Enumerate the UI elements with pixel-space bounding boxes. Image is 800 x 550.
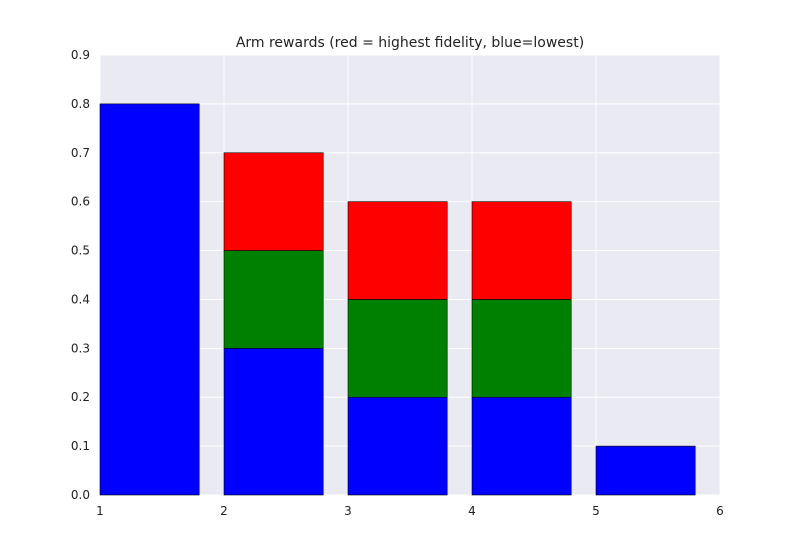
y-tick-label: 0.5 <box>71 244 90 258</box>
y-tick-label: 0.0 <box>71 488 90 502</box>
bars <box>99 103 696 496</box>
chart-title: Arm rewards (red = highest fidelity, blu… <box>236 35 584 51</box>
bar-segment-series-0-bar-1 <box>223 348 324 496</box>
y-tick-label: 0.2 <box>71 390 90 404</box>
y-axis-ticks: 0.0 0.1 0.2 0.3 0.4 0.5 0.6 0.7 0.8 0.9 <box>71 48 90 502</box>
x-tick-label: 3 <box>344 504 352 518</box>
x-tick-label: 1 <box>96 504 104 518</box>
x-tick-label: 5 <box>592 504 600 518</box>
x-tick-label: 2 <box>220 504 228 518</box>
y-tick-label: 0.3 <box>71 341 90 355</box>
x-tick-label: 4 <box>468 504 476 518</box>
y-tick-label: 0.6 <box>71 195 90 209</box>
bar-segment-series-0-bar-0 <box>99 103 200 496</box>
x-axis-ticks: 1 2 3 4 5 6 <box>96 504 724 518</box>
y-tick-label: 0.8 <box>71 97 90 111</box>
bar-segment-series-2-bar-3 <box>471 201 572 300</box>
bar-segment-series-1-bar-2 <box>347 299 448 398</box>
y-tick-label: 0.4 <box>71 292 90 306</box>
x-tick-label: 6 <box>716 504 724 518</box>
bar-segment-series-1-bar-3 <box>471 299 572 398</box>
y-tick-label: 0.9 <box>71 48 90 62</box>
bar-segment-series-0-bar-3 <box>471 396 572 496</box>
bar-segment-series-0-bar-4 <box>595 445 696 496</box>
bar-segment-series-0-bar-2 <box>347 396 448 496</box>
y-tick-label: 0.1 <box>71 439 90 453</box>
bar-segment-series-1-bar-1 <box>223 250 324 349</box>
bar-segment-series-2-bar-2 <box>347 201 448 300</box>
y-tick-label: 0.7 <box>71 146 90 160</box>
bar-segment-series-2-bar-1 <box>223 152 324 251</box>
